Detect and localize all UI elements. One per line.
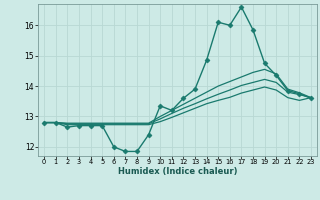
- X-axis label: Humidex (Indice chaleur): Humidex (Indice chaleur): [118, 167, 237, 176]
